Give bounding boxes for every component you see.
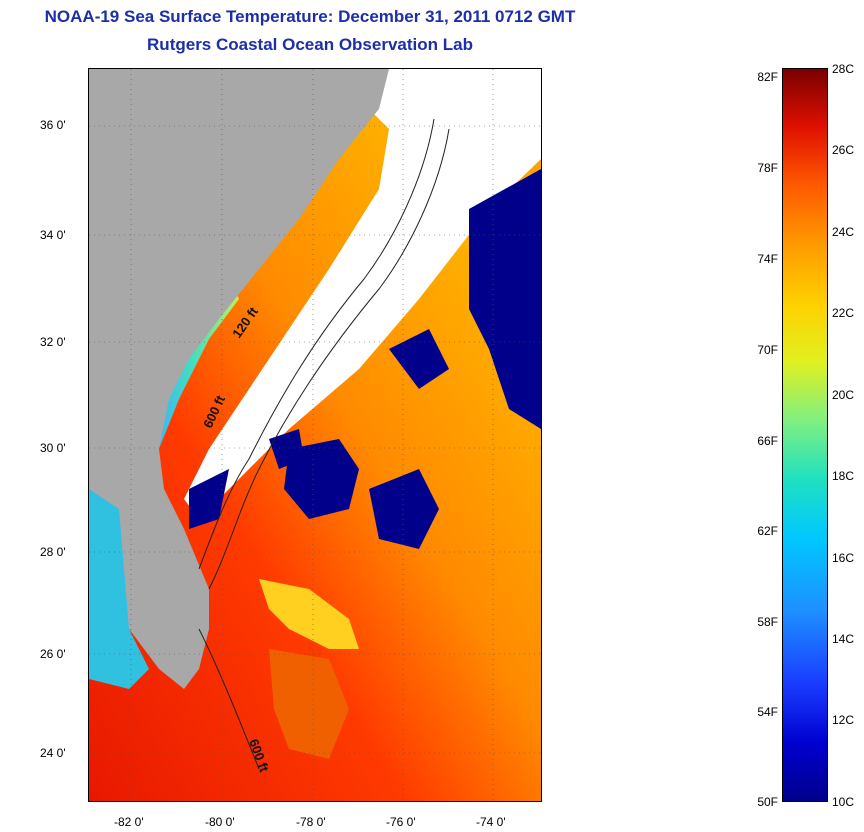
cb-c-18: 18C	[832, 469, 855, 483]
sst-map-image: 120 ft 600 ft 600 ft	[89, 69, 541, 801]
cb-f-82: 82F	[757, 70, 778, 84]
cloud-band	[184, 69, 541, 519]
cb-f-58: 58F	[757, 615, 778, 629]
lat-label-32: 32 0'	[40, 335, 66, 349]
sst-map: 120 ft 600 ft 600 ft	[88, 68, 542, 802]
bahamas-bank-south	[269, 649, 349, 759]
cb-c-26: 26C	[832, 143, 855, 157]
lon-label-82: -82 0'	[114, 815, 144, 829]
lon-label-76: -76 0'	[386, 815, 416, 829]
lat-label-26: 26 0'	[40, 647, 66, 661]
lat-label-36: 36 0'	[40, 118, 66, 132]
cb-c-12: 12C	[832, 713, 855, 727]
contour-600ft	[208, 128, 450, 590]
lat-label-34: 34 0'	[40, 228, 66, 242]
cb-c-16: 16C	[832, 551, 855, 565]
cold-patch-2	[369, 469, 439, 549]
lat-label-28: 28 0'	[40, 545, 66, 559]
lon-label-78: -78 0'	[296, 815, 326, 829]
cold-patch-east	[469, 169, 541, 429]
cb-f-54: 54F	[757, 705, 778, 719]
cb-f-78: 78F	[757, 161, 778, 175]
cb-c-14: 14C	[832, 632, 855, 646]
cb-c-24: 24C	[832, 225, 855, 239]
cb-f-74: 74F	[757, 252, 778, 266]
cold-patch-3	[269, 429, 304, 469]
cb-c-22: 22C	[832, 306, 855, 320]
cb-c-10: 10C	[832, 795, 855, 809]
colorbar	[782, 68, 828, 802]
cold-patch-4	[389, 329, 449, 389]
lat-label-24: 24 0'	[40, 746, 66, 760]
bahamas-bank	[259, 579, 359, 649]
map-title: NOAA-19 Sea Surface Temperature: Decembe…	[44, 7, 576, 26]
cb-f-66: 66F	[757, 434, 778, 448]
map-grid	[89, 69, 541, 801]
lat-label-30: 30 0'	[40, 441, 66, 455]
cold-patch-5	[189, 469, 229, 529]
lon-label-80: -80 0'	[205, 815, 235, 829]
contour-600ft-south	[198, 628, 260, 770]
gulf-cool-water	[89, 489, 149, 689]
cb-c-20: 20C	[832, 388, 855, 402]
map-subtitle: Rutgers Coastal Ocean Observation Lab	[147, 35, 473, 54]
contour-120ft	[198, 118, 435, 570]
cb-f-50: 50F	[757, 795, 778, 809]
lon-label-74: -74 0'	[476, 815, 506, 829]
land	[89, 69, 389, 689]
cb-c-28: 28C	[832, 62, 855, 76]
cb-f-62: 62F	[757, 524, 778, 538]
cb-f-70: 70F	[757, 343, 778, 357]
